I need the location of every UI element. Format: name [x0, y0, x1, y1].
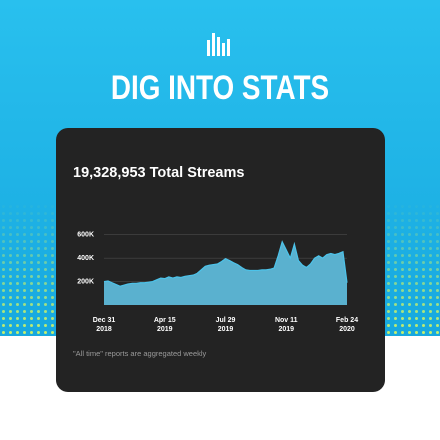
- x-tick-label: Jul 29 2019: [215, 317, 236, 333]
- y-tick-label: 200K: [77, 278, 94, 285]
- area: [104, 241, 347, 305]
- card: [56, 128, 385, 392]
- x-tick-label: Dec 31 2018: [92, 317, 116, 333]
- x-tick-label: Nov 11 2019: [274, 317, 298, 333]
- logo-icon: [207, 33, 230, 56]
- line: [103, 240, 348, 287]
- header-title: DIG INTO STATS: [111, 68, 329, 106]
- chart-note: "All time" reports are aggregated weekly: [73, 349, 207, 358]
- y-tick-label: 600K: [77, 232, 94, 239]
- y-tick-label: 400K: [77, 255, 94, 262]
- x-tick-label: Apr 15 2019: [153, 317, 176, 333]
- x-tick-label: Feb 24 2020: [335, 317, 359, 333]
- chart-title: 19,328,953 Total Streams: [73, 165, 244, 181]
